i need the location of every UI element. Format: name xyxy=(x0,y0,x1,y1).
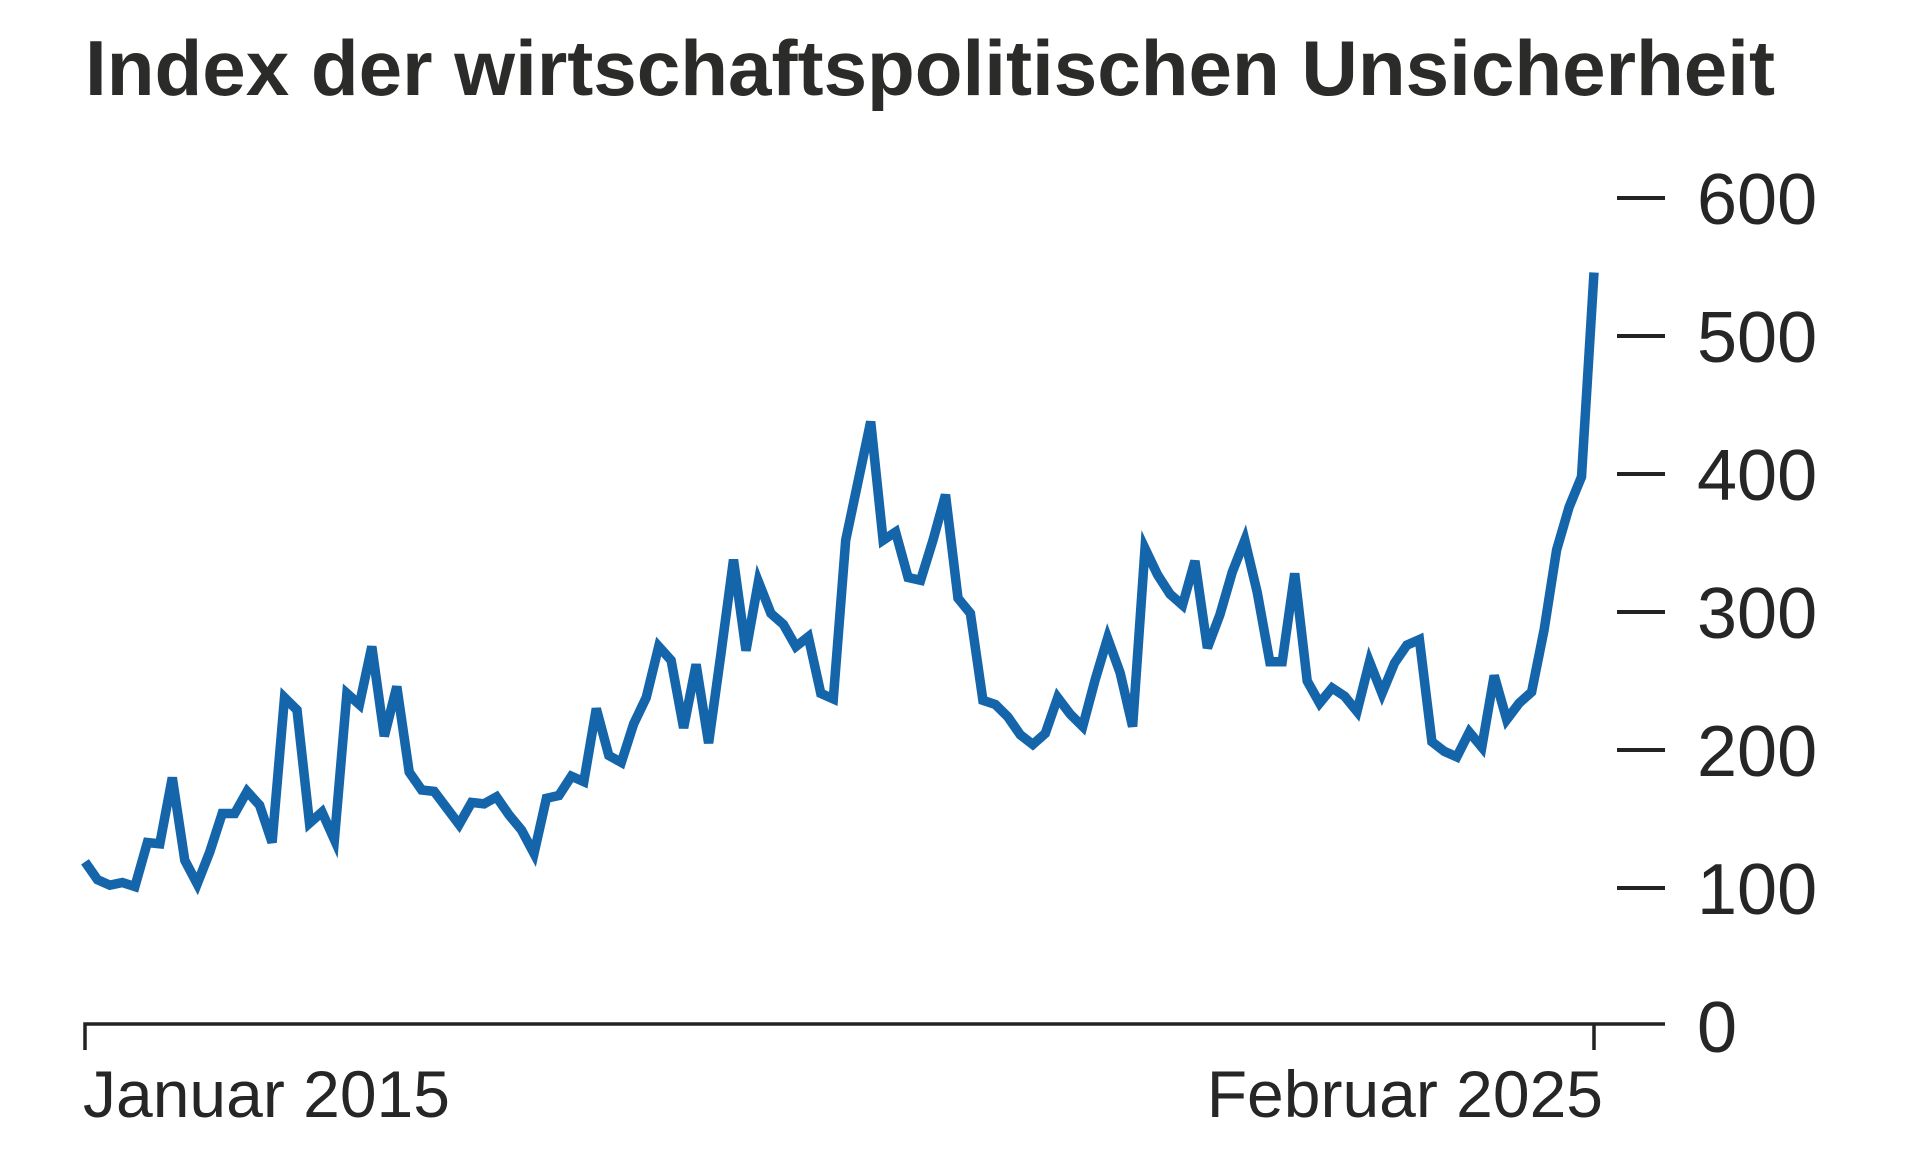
y-axis-label: 600 xyxy=(1697,160,1817,240)
y-axis-label: 300 xyxy=(1697,574,1817,654)
y-axis-label: 500 xyxy=(1697,298,1817,378)
y-axis-label: 400 xyxy=(1697,436,1817,516)
y-axis-label: 0 xyxy=(1697,988,1737,1068)
y-axis-label: 100 xyxy=(1697,850,1817,930)
y-axis: 600 500 400 300 200 100 0 xyxy=(1617,160,1817,1068)
uncertainty-index-line xyxy=(81,272,1599,896)
x-axis-line xyxy=(83,1022,1665,1050)
y-axis-label: 200 xyxy=(1697,712,1817,792)
x-axis-label-start: Januar 2015 xyxy=(83,1057,450,1131)
x-axis-label-end: Februar 2025 xyxy=(1207,1057,1603,1131)
x-axis: Januar 2015 Februar 2025 xyxy=(83,1022,1665,1131)
chart-title: Index der wirtschaftspolitischen Unsiche… xyxy=(85,24,1775,112)
